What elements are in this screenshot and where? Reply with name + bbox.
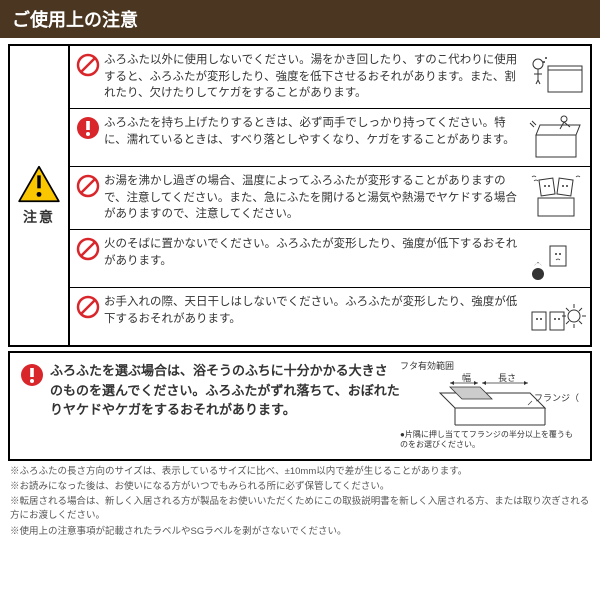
prohibit-icon xyxy=(76,295,100,319)
header-bar: ご使用上の注意 xyxy=(0,0,600,40)
diagram-label-top: フタ有効範囲 xyxy=(400,361,454,373)
caution-row: お手入れの際、天日干しはしないでください。ふろふたが変形したり、強度が低下するお… xyxy=(70,288,590,345)
selection-text: ふろふたを選ぶ場合は、浴そうのふちに十分かかる大きさのものを選んでください。ふろ… xyxy=(50,361,400,420)
must-icon xyxy=(20,363,44,387)
note-line: ※転居される場合は、新しく入居される方が製品をお使いいただくためにこの取扱説明書… xyxy=(10,495,590,524)
row-illustration xyxy=(526,294,586,339)
row-text: ふろふた以外に使用しないでください。湯をかき回したり、すのこ代わりに使用すると、… xyxy=(104,52,524,102)
caution-row: ふろふた以外に使用しないでください。湯をかき回したり、すのこ代わりに使用すると、… xyxy=(70,46,590,109)
row-text: ふろふたを持ち上げたりするときは、必ず両手でしっかり持ってください。特に、濡れて… xyxy=(104,115,524,148)
caution-table: 注意 ふろふた以外に使用しないでください。湯をかき回したり、すのこ代わりに使用す… xyxy=(8,44,592,347)
footer-notes: ※ふろふたの長さ方向のサイズは、表示しているサイズに比べ、±10mm以内で差が生… xyxy=(10,465,590,539)
prohibit-icon xyxy=(76,53,100,77)
note-line: ※お読みになった後は、お使いになる方がいつでもみられる所に必ず保管してください。 xyxy=(10,480,590,494)
note-line: ※ふろふたの長さ方向のサイズは、表示しているサイズに比べ、±10mm以内で差が生… xyxy=(10,465,590,479)
row-text: お湯を沸かし過ぎの場合、温度によってふろふたが変形することがありますので、注意し… xyxy=(104,173,524,223)
selection-box: ふろふたを選ぶ場合は、浴そうのふちに十分かかる大きさのものを選んでください。ふろ… xyxy=(8,351,592,460)
row-illustration xyxy=(526,236,586,281)
row-text: 火のそばに置かないでください。ふろふたが変形したり、強度が低下するおそれがありま… xyxy=(104,236,524,269)
left-column: 注意 xyxy=(10,46,70,345)
selection-diagram: フタ有効範囲 幅 長さ フランジ（フチ） ●片隅に押し当ててフランジの半分以上を… xyxy=(400,361,580,450)
diagram-label-bottom: 片隅に押し当ててフランジの半分以上を覆うものをお選びください。 xyxy=(400,430,573,449)
left-label: 注意 xyxy=(23,207,55,227)
svg-text:長さ: 長さ xyxy=(498,373,516,383)
must-icon xyxy=(76,116,100,140)
header-title: ご使用上の注意 xyxy=(12,10,138,30)
caution-row: ふろふたを持ち上げたりするときは、必ず両手でしっかり持ってください。特に、濡れて… xyxy=(70,109,590,167)
warning-triangle-icon xyxy=(17,165,61,203)
row-illustration xyxy=(526,52,586,97)
note-line: ※使用上の注意事項が記載されたラベルやSGラベルを剥がさないでください。 xyxy=(10,525,590,539)
row-text: お手入れの際、天日干しはしないでください。ふろふたが変形したり、強度が低下するお… xyxy=(104,294,524,327)
row-illustration xyxy=(526,173,586,218)
prohibit-icon xyxy=(76,237,100,261)
svg-text:幅: 幅 xyxy=(462,373,471,383)
prohibit-icon xyxy=(76,174,100,198)
caution-row: 火のそばに置かないでください。ふろふたが変形したり、強度が低下するおそれがありま… xyxy=(70,230,590,288)
caution-row: お湯を沸かし過ぎの場合、温度によってふろふたが変形することがありますので、注意し… xyxy=(70,167,590,230)
row-illustration xyxy=(526,115,586,160)
svg-text:フランジ（フチ）: フランジ（フチ） xyxy=(534,393,580,403)
rows-container: ふろふた以外に使用しないでください。湯をかき回したり、すのこ代わりに使用すると、… xyxy=(70,46,590,345)
